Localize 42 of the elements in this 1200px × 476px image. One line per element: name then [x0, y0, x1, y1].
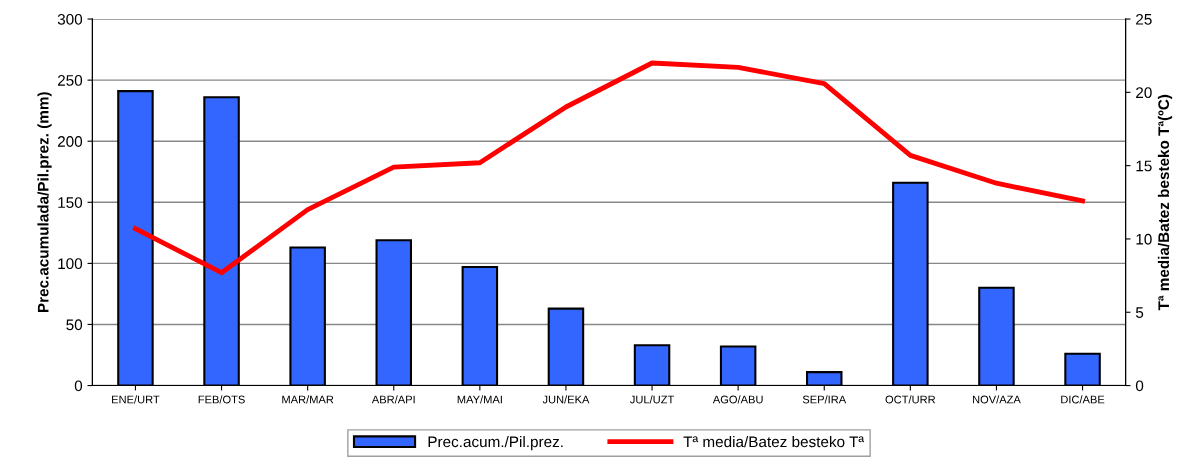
- y-tick-label: 200: [57, 136, 83, 147]
- y2-tick-label: 20: [1136, 87, 1152, 99]
- legend-label: Tª media/Batez besteko Tª: [683, 435, 865, 448]
- y-tick-label: 250: [57, 74, 83, 86]
- x-tick-label: JUN/EKA: [542, 395, 590, 404]
- x-tick-label: OCT/URR: [885, 395, 936, 404]
- x-tick-label: ABR/API: [371, 395, 415, 404]
- y2-tick-label: 5: [1135, 307, 1144, 318]
- y2-tick-label: 25: [1136, 13, 1152, 25]
- x-tick-label: MAY/MAI: [457, 395, 502, 404]
- bar: [978, 286, 1015, 386]
- y-tick-label: 0: [74, 380, 83, 392]
- bar: [892, 181, 929, 386]
- y-tick-label: 300: [57, 13, 83, 25]
- bar: [1064, 352, 1101, 386]
- y2-tick-label: 10: [1136, 233, 1152, 245]
- x-tick-label: NOV/AZA: [972, 395, 1021, 404]
- x-tick-label: DIC/ABE: [1061, 395, 1105, 404]
- bar: [203, 96, 240, 386]
- x-tick-label: MAR/MAR: [282, 395, 334, 404]
- x-tick-label: ENE/URT: [112, 395, 160, 404]
- bar: [805, 371, 843, 386]
- bar: [289, 246, 326, 386]
- bar: [719, 345, 757, 386]
- y-tick-label: 100: [58, 258, 83, 270]
- x-tick-label: FEB/OTS: [198, 395, 245, 404]
- bar: [375, 239, 413, 386]
- y-tick-label: 50: [66, 319, 83, 331]
- legend-label: Prec.acum./Pil.prez.: [428, 435, 563, 451]
- y2-axis-title: Tª media/Batez besteko Tª(ºC): [1157, 94, 1173, 311]
- x-tick-label: SEP/IRA: [802, 395, 847, 404]
- x-tick-label: JUL/UZT: [630, 395, 675, 404]
- y2-tick-label: 0: [1135, 380, 1144, 392]
- line-series: [133, 60, 1085, 276]
- bar: [547, 307, 585, 386]
- bar: [117, 90, 154, 386]
- x-tick-label: AGO/ABU: [712, 395, 763, 404]
- bar: [461, 266, 499, 386]
- y2-tick-label: 15: [1136, 160, 1152, 172]
- bar: [633, 344, 671, 386]
- y-tick-label: 150: [58, 197, 83, 208]
- y-axis-title: Prec.acumulada/Pil.prez. (mm): [37, 92, 52, 313]
